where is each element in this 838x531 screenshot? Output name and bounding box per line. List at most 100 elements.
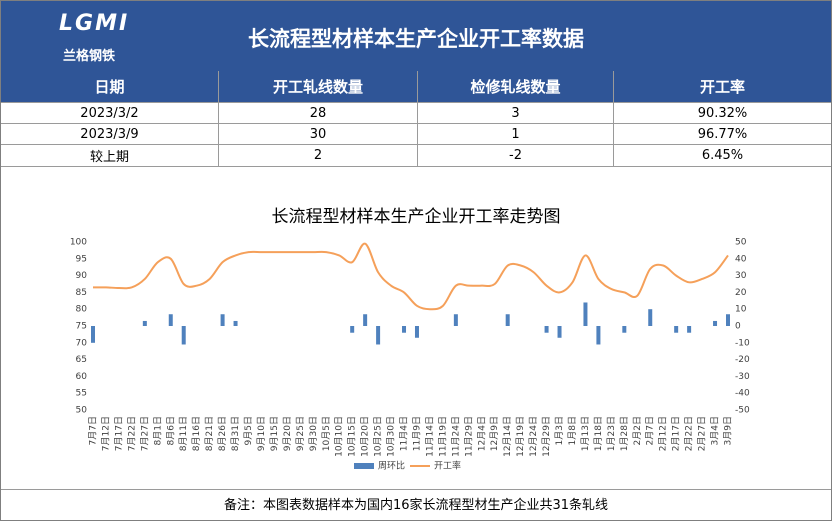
- x-tick-label: 10月5日: [321, 416, 332, 451]
- header-cell: 检修轧线数量: [418, 71, 614, 103]
- bar: [544, 326, 549, 333]
- y-tick-label: 100: [70, 238, 87, 248]
- cell: 2023/3/9: [1, 124, 219, 145]
- header-cell: 开工率: [614, 71, 831, 103]
- x-tick-label: 2月12日: [658, 416, 669, 451]
- bar: [622, 326, 627, 333]
- y-tick-label: 65: [76, 355, 87, 365]
- x-tick-label: 9月20日: [282, 416, 293, 451]
- x-tick-label: 9月10日: [256, 416, 267, 451]
- y-tick-label: 75: [76, 322, 87, 332]
- x-tick-label: 12月19日: [515, 416, 526, 457]
- bar: [91, 326, 95, 343]
- x-tick-label: 10月10日: [334, 416, 345, 457]
- x-tick-label: 3月4日: [710, 416, 721, 445]
- x-tick-label: 11月24日: [450, 416, 461, 457]
- report: LGMI 兰格钢铁 长流程型材样本生产企业开工率数据 日期 开工轧线数量 检修轧线数…: [0, 0, 832, 521]
- x-tick-label: 7月17日: [113, 416, 124, 451]
- line: [92, 242, 729, 311]
- x-tick-label: 3月9日: [723, 416, 734, 445]
- cell: 28: [219, 103, 418, 124]
- cell: -2: [418, 145, 614, 167]
- y2-tick-label: 10: [735, 305, 747, 315]
- y2-tick-label: 30: [735, 271, 747, 281]
- header-cell: 开工轧线数量: [219, 71, 418, 103]
- x-tick-label: 10月20日: [360, 416, 371, 457]
- x-tick-label: 12月4日: [476, 416, 487, 451]
- x-tick-label: 11月29日: [463, 416, 474, 457]
- logo-subtitle: 兰格钢铁: [63, 49, 116, 64]
- legend-label: 周环比: [378, 460, 405, 472]
- chart: 长流程型材样本生产企业开工率走势图50556065707580859095100…: [70, 207, 750, 472]
- x-tick-label: 7月7日: [88, 416, 99, 445]
- cell: 30: [219, 124, 418, 145]
- cell: 96.77%: [614, 124, 831, 145]
- table-row: 2023/3/2 28 3 90.32%: [1, 103, 831, 124]
- y2-tick-label: -20: [735, 355, 750, 365]
- y2-tick-label: 40: [735, 254, 747, 264]
- bar: [181, 326, 186, 345]
- x-tick-label: 1月13日: [580, 416, 591, 451]
- x-tick-label: 12月29日: [541, 416, 552, 457]
- x-tick-label: 10月15日: [347, 416, 358, 457]
- bar: [363, 314, 368, 326]
- x-tick-label: 8月6日: [165, 416, 176, 445]
- x-tick-label: 8月26日: [217, 416, 228, 451]
- bar: [505, 314, 510, 326]
- x-tick-label: 2月7日: [645, 416, 656, 445]
- x-tick-label: 1月28日: [619, 416, 630, 451]
- x-tick-label: 9月15日: [269, 416, 280, 451]
- chart-title: 长流程型材样本生产企业开工率走势图: [272, 207, 561, 227]
- x-tick-label: 2月27日: [697, 416, 708, 451]
- x-tick-label: 8月11日: [178, 416, 189, 451]
- x-tick-label: 2月22日: [684, 416, 695, 451]
- x-tick-label: 12月14日: [502, 416, 513, 457]
- x-tick-label: 1月3日: [554, 416, 565, 445]
- y-tick-label: 90: [76, 271, 88, 281]
- table-row: 2023/3/9 30 1 96.77%: [1, 124, 831, 145]
- cell: 90.32%: [614, 103, 831, 124]
- x-tick-label: 1月18日: [593, 416, 604, 451]
- y-tick-label: 80: [76, 305, 88, 315]
- bar: [142, 320, 147, 326]
- bar: [557, 326, 562, 338]
- footnote: 备注：本图表数据样本为国内16家长流程型材生产企业共31条轧线: [1, 489, 831, 521]
- cell: 1: [418, 124, 614, 145]
- cell: 较上期: [1, 145, 219, 167]
- logo: LGMI: [59, 11, 130, 36]
- x-tick-label: 11月9日: [411, 416, 422, 451]
- y2-tick-label: 20: [735, 288, 747, 298]
- bar: [583, 302, 588, 326]
- x-tick-label: 10月25日: [373, 416, 384, 457]
- bar: [402, 326, 407, 333]
- y2-tick-label: -40: [735, 389, 750, 399]
- y-tick-label: 70: [76, 338, 88, 348]
- bar: [453, 314, 458, 326]
- x-tick-label: 8月16日: [191, 416, 202, 451]
- bar: [596, 326, 601, 345]
- table-header: 日期 开工轧线数量 检修轧线数量 开工率: [1, 71, 831, 103]
- bar: [376, 326, 381, 345]
- bar: [220, 314, 225, 326]
- header-cell: 日期: [1, 71, 219, 103]
- x-tick-label: 11月19日: [437, 416, 448, 457]
- y-tick-label: 60: [76, 372, 88, 382]
- legend-swatch: [354, 463, 374, 469]
- x-tick-label: 12月9日: [489, 416, 500, 451]
- cell: 2023/3/2: [1, 103, 219, 124]
- bar: [713, 320, 718, 326]
- x-tick-label: 8月31日: [230, 416, 241, 451]
- bar: [168, 314, 173, 326]
- cell: 2: [219, 145, 418, 167]
- x-tick-label: 9月5日: [243, 416, 254, 445]
- x-tick-label: 7月27日: [139, 416, 150, 451]
- y2-tick-label: 50: [735, 238, 747, 248]
- x-tick-label: 2月17日: [671, 416, 682, 451]
- header: LGMI 兰格钢铁 长流程型材样本生产企业开工率数据: [1, 1, 831, 71]
- bar: [350, 326, 355, 333]
- y2-tick-label: -50: [735, 406, 750, 416]
- x-tick-label: 12月24日: [528, 416, 539, 457]
- x-tick-label: 10月30日: [386, 416, 397, 457]
- x-tick-label: 1月8日: [567, 416, 578, 445]
